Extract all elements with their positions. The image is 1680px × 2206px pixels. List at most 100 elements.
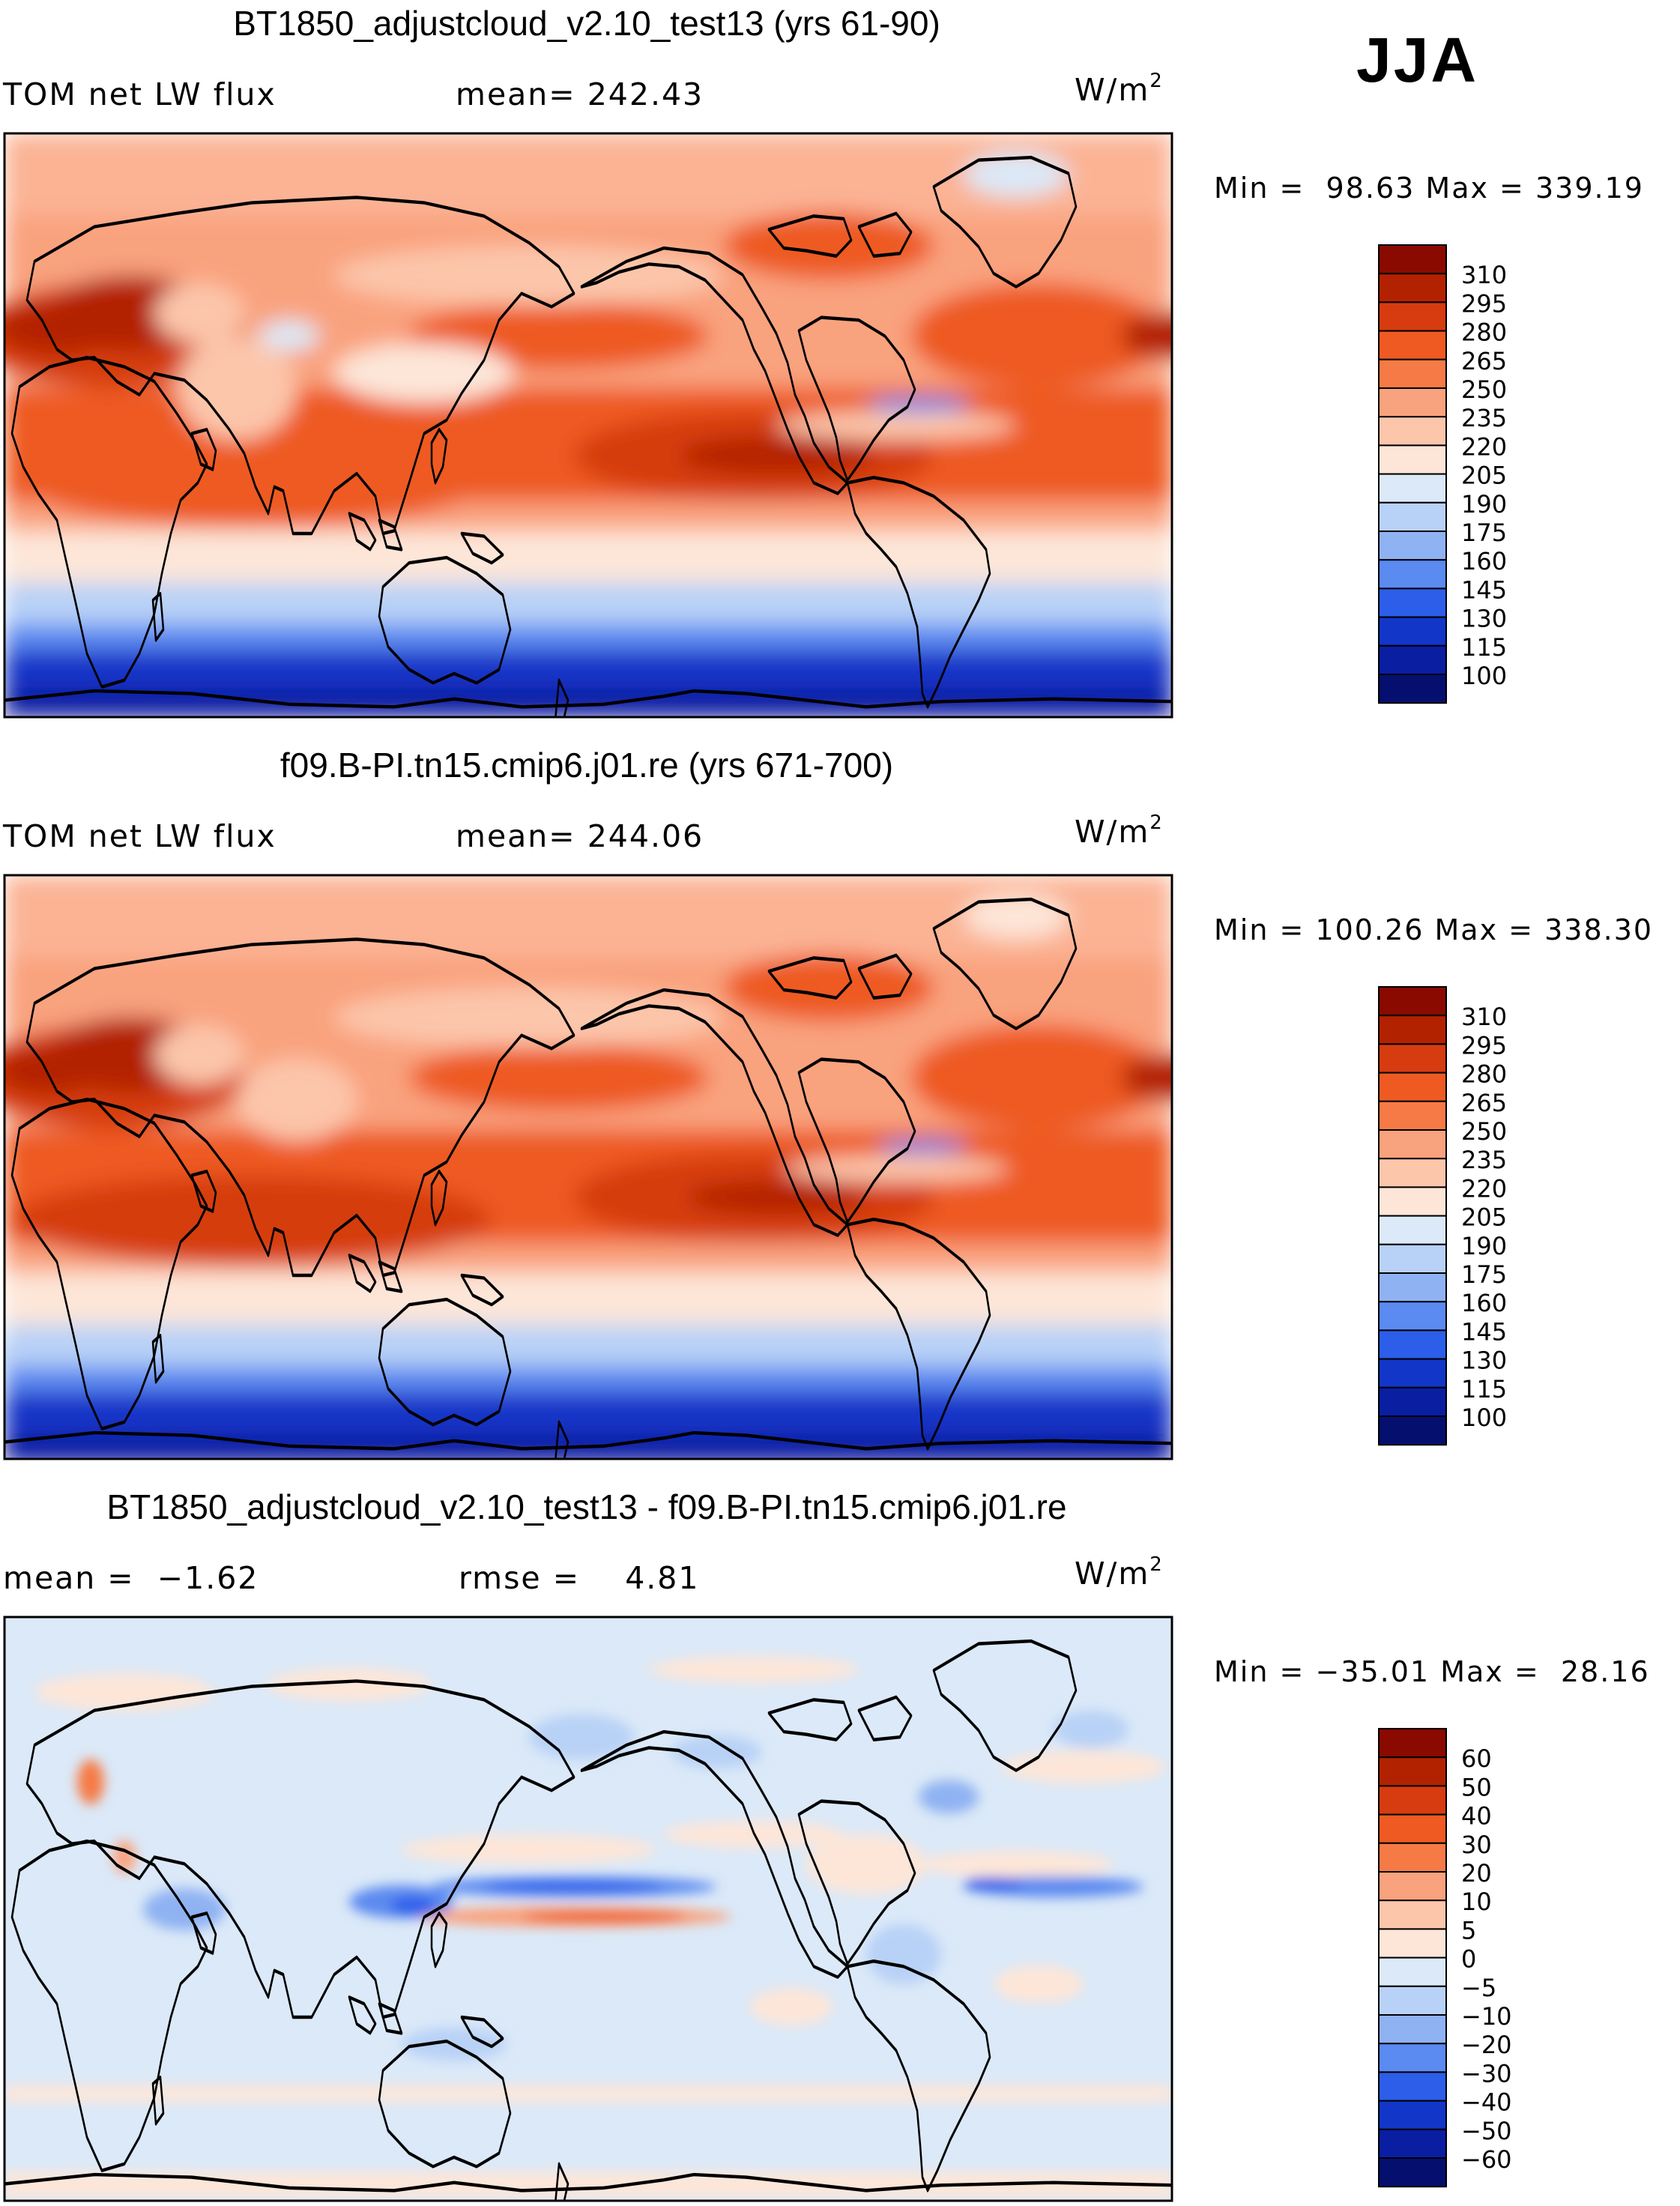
colorbar-level-label: 295 [1461, 1031, 1507, 1060]
colorbar-swatch [1378, 1215, 1447, 1245]
colorbar-level-label: 50 [1461, 1773, 1492, 1801]
panel-2-mean-value: 244.06 [587, 818, 704, 854]
colorbar-level-label: −50 [1461, 2117, 1512, 2145]
colorbar-swatch [1378, 273, 1447, 303]
colorbar-level-label: 220 [1461, 1174, 1507, 1203]
panel-1-min-value: 98.63 [1326, 172, 1415, 205]
colorbar-swatch [1378, 1956, 1447, 1987]
panel-2-mean: mean= 244.06 [456, 818, 704, 854]
colorbar-level-label: 175 [1461, 519, 1507, 547]
colorbar-level-label: −40 [1461, 2088, 1512, 2117]
colorbar-swatch [1378, 2043, 1447, 2073]
panel-3-mean: mean = −1.62 [3, 1560, 259, 1596]
panel-1-map [4, 133, 1172, 717]
colorbar-swatch [1378, 1756, 1447, 1787]
panel-3-max-value: 28.16 [1560, 1655, 1650, 1688]
colorbar-level-label: 40 [1461, 1802, 1492, 1831]
colorbar-level-label: 60 [1461, 1744, 1492, 1773]
panel-3-minmax: Min = −35.01 Max = 28.16 [1214, 1654, 1650, 1689]
colorbar-level-label: −10 [1461, 2002, 1512, 2031]
colorbar-swatch [1378, 1900, 1447, 1930]
colorbar-swatch [1378, 358, 1447, 389]
colorbar-level-label: 280 [1461, 1060, 1507, 1089]
panel-3-units-exp: 2 [1149, 1553, 1162, 1576]
panel-2-units-exp: 2 [1149, 812, 1162, 834]
colorbar-level-label: 235 [1461, 404, 1507, 432]
panel-1-units-exp: 2 [1149, 70, 1162, 92]
colorbar-swatch [1378, 2014, 1447, 2045]
colorbar-swatch [1378, 501, 1447, 532]
panel-1-min-label: Min = [1214, 172, 1305, 205]
colorbar-level-label: 115 [1461, 633, 1507, 662]
colorbar-swatch [1378, 1813, 1447, 1844]
colorbar-swatch [1378, 1928, 1447, 1959]
colorbar-swatch [1378, 473, 1447, 504]
colorbar-level-label: 115 [1461, 1375, 1507, 1403]
colorbar-level-label: 190 [1461, 1232, 1507, 1260]
panel-2-units-text: W/m [1075, 814, 1150, 850]
panel-1-max-value: 339.19 [1535, 172, 1644, 205]
panel-1-units-text: W/m [1075, 72, 1150, 108]
colorbar-level-label: 220 [1461, 432, 1507, 461]
panel-2-max-value: 338.30 [1544, 913, 1654, 946]
colorbar-level-label: 20 [1461, 1859, 1492, 1888]
panel-3-map [4, 1617, 1172, 2201]
colorbar-swatch [1378, 1842, 1447, 1873]
panel-3-frame [3, 1616, 1173, 2202]
colorbar-panel-1: 3102952802652502352202051901751601451301… [1378, 244, 1507, 704]
panel-1-mean-label: mean= [456, 76, 576, 112]
panel-3-rmse-value: 4.81 [625, 1560, 700, 1596]
panel-3-units: W/m2 [1075, 1547, 1162, 1592]
colorbar-swatch [1378, 1100, 1447, 1131]
panel-3-max-label: Max = [1440, 1655, 1540, 1688]
panel-3-rmse: rmse = 4.81 [459, 1560, 699, 1596]
colorbar-level-label: 0 [1461, 1945, 1476, 1974]
panel-2-map [4, 875, 1172, 1459]
season-label: JJA [1356, 25, 1479, 95]
colorbar-swatch [1378, 244, 1447, 275]
panel-3-mean-label: mean = [3, 1560, 135, 1596]
colorbar-level-label: 235 [1461, 1146, 1507, 1174]
colorbar-swatch [1378, 1871, 1447, 1902]
colorbar-level-label: 250 [1461, 1117, 1507, 1146]
colorbar-level-label: 160 [1461, 547, 1507, 575]
colorbar-level-label: 175 [1461, 1260, 1507, 1289]
colorbar-level-label: 250 [1461, 375, 1507, 404]
colorbar-swatch [1378, 1728, 1447, 1759]
colorbar-swatch [1378, 2100, 1447, 2130]
colorbar-level-label: 310 [1461, 261, 1507, 289]
colorbar-level-label: 130 [1461, 605, 1507, 633]
colorbar-swatch [1378, 330, 1447, 360]
colorbar-swatch [1378, 1015, 1447, 1045]
panel-3-rmse-label: rmse = [459, 1560, 581, 1596]
colorbar-swatch [1378, 2128, 1447, 2160]
panel-1-title: BT1850_adjustcloud_v2.10_test13 (yrs 61-… [233, 4, 940, 43]
colorbar-level-label: 310 [1461, 1003, 1507, 1031]
colorbars: 3102952802652502352202051901751601451301… [1378, 244, 1512, 2188]
colorbar-swatch [1378, 1985, 1447, 2016]
colorbar-swatch [1378, 1243, 1447, 1275]
colorbar-level-label: 145 [1461, 575, 1507, 604]
colorbar-level-label: −30 [1461, 2059, 1512, 2088]
colorbar-level-label: 5 [1461, 1916, 1476, 1944]
colorbar-level-label: 100 [1461, 1403, 1507, 1432]
colorbar-swatch [1378, 1186, 1447, 1217]
colorbar-swatch [1378, 559, 1447, 590]
colorbar-level-label: 145 [1461, 1317, 1507, 1346]
colorbar-swatch [1378, 1072, 1447, 1102]
panel-1-max-label: Max = [1425, 172, 1525, 205]
colorbar-level-label: 190 [1461, 490, 1507, 519]
colorbar-level-label: −5 [1461, 1974, 1496, 2002]
panel-3-min-value: −35.01 [1315, 1655, 1430, 1688]
colorbar-level-label: 265 [1461, 1089, 1507, 1117]
colorbar-panel-2: 3102952802652502352202051901751601451301… [1378, 986, 1507, 1446]
panel-3-min-label: Min = [1214, 1655, 1305, 1688]
colorbar-swatch [1378, 1158, 1447, 1188]
colorbar-swatch [1378, 1043, 1447, 1074]
panel-2-min-label: Min = [1214, 913, 1305, 946]
panel-1-mean-value: 242.43 [587, 76, 704, 112]
colorbar-level-label: −60 [1461, 2145, 1512, 2174]
panel-2-minmax: Min = 100.26 Max = 338.30 [1214, 913, 1653, 947]
panel-3-title: BT1850_adjustcloud_v2.10_test13 - f09.B-… [106, 1487, 1067, 1526]
colorbar-swatch [1378, 587, 1447, 618]
